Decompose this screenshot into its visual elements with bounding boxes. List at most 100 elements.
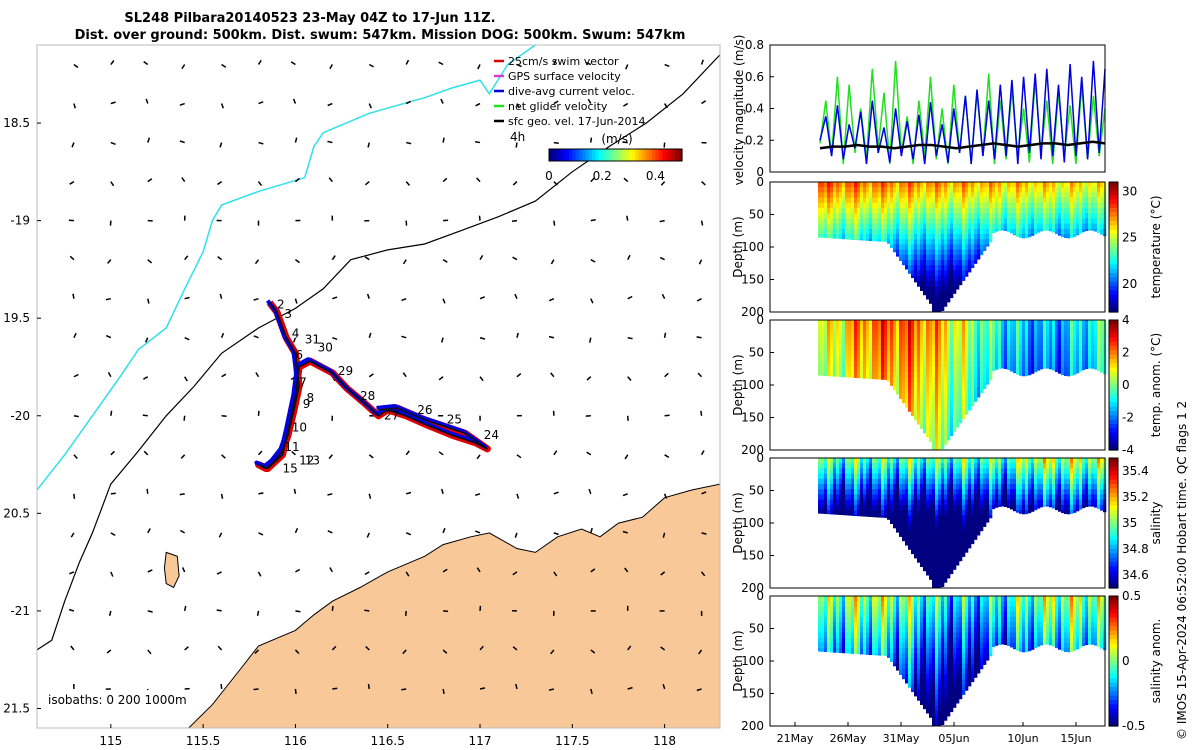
section-cell bbox=[1052, 228, 1056, 233]
section-cell bbox=[902, 392, 906, 399]
section-cell bbox=[878, 596, 882, 602]
section-cell bbox=[887, 499, 891, 506]
section-colorbar-cell bbox=[1109, 510, 1118, 515]
section-cell bbox=[947, 218, 951, 224]
section-cell bbox=[1037, 340, 1041, 347]
section-cell bbox=[818, 627, 822, 633]
section-cell bbox=[875, 478, 879, 485]
section-cell bbox=[890, 653, 894, 659]
section-cell bbox=[884, 468, 888, 474]
sfc-geo-arrow bbox=[553, 141, 559, 145]
section-cell bbox=[935, 280, 939, 287]
section-cell bbox=[1076, 478, 1080, 485]
section-cell bbox=[836, 632, 840, 638]
section-cell bbox=[974, 340, 978, 347]
section-cell bbox=[878, 197, 882, 204]
section-cell bbox=[971, 351, 975, 357]
section-cell bbox=[890, 648, 894, 654]
section-cell bbox=[953, 265, 957, 271]
section-cell bbox=[950, 346, 954, 352]
sfc-geo-arrow bbox=[514, 293, 518, 299]
section-cell bbox=[839, 361, 843, 368]
section-cell bbox=[1091, 366, 1095, 369]
section-cell bbox=[887, 637, 891, 644]
section-cell bbox=[887, 653, 891, 658]
section-cell bbox=[998, 484, 1002, 490]
section-cell bbox=[842, 596, 846, 602]
section-cell bbox=[950, 291, 954, 297]
section-cell bbox=[935, 372, 939, 378]
section-cell bbox=[1097, 356, 1101, 362]
section-cell bbox=[902, 366, 906, 373]
colorbar-cell bbox=[675, 149, 680, 161]
section-cell bbox=[950, 541, 954, 547]
section-cell bbox=[875, 642, 879, 649]
sfc-geo-arrow bbox=[221, 373, 227, 378]
section-cell bbox=[911, 473, 915, 480]
sfc-geo-arrow bbox=[659, 256, 665, 261]
section-cell bbox=[848, 182, 852, 188]
section-cell bbox=[860, 606, 864, 612]
section-cell bbox=[860, 351, 864, 357]
section-cell bbox=[818, 187, 822, 193]
section-cell bbox=[908, 335, 912, 342]
section-cell bbox=[938, 499, 942, 506]
section-cell bbox=[956, 403, 960, 409]
section-cell bbox=[884, 208, 888, 214]
section-cell bbox=[1049, 468, 1053, 474]
section-cell bbox=[929, 356, 933, 362]
section-cell bbox=[833, 187, 837, 193]
section-cell bbox=[1037, 346, 1041, 352]
section-cell bbox=[1064, 361, 1068, 368]
section-ytick-label: 0 bbox=[756, 313, 764, 327]
section-cell bbox=[989, 182, 993, 188]
section-cell bbox=[992, 208, 996, 214]
section-cell bbox=[908, 653, 912, 659]
colorbar-cell bbox=[635, 149, 640, 161]
section-cell bbox=[1076, 489, 1080, 495]
section-cell bbox=[968, 530, 972, 537]
section-cell bbox=[878, 228, 882, 235]
section-cell bbox=[1016, 213, 1020, 219]
section-cell bbox=[1091, 458, 1095, 464]
section-cell bbox=[1010, 330, 1014, 336]
section-cell bbox=[1019, 478, 1023, 485]
sfc-geo-arrow bbox=[147, 259, 153, 264]
section-cell bbox=[950, 260, 954, 266]
section-cell bbox=[917, 270, 921, 276]
section-cell bbox=[974, 478, 978, 485]
section-cell bbox=[1061, 192, 1065, 198]
section-cell bbox=[980, 244, 984, 250]
section-cell bbox=[833, 504, 837, 511]
section-cell bbox=[833, 632, 837, 638]
section-cell bbox=[971, 192, 975, 198]
section-cell bbox=[821, 340, 825, 347]
section-cell bbox=[956, 260, 960, 266]
section-cell bbox=[902, 642, 906, 649]
section-cell bbox=[818, 473, 822, 480]
section-cell bbox=[1091, 356, 1095, 362]
section-cell bbox=[872, 468, 876, 474]
section-cell bbox=[923, 239, 927, 245]
section-cell bbox=[851, 510, 855, 516]
section-cell bbox=[854, 515, 858, 516]
section-cell bbox=[947, 398, 951, 404]
section-cell bbox=[1001, 473, 1005, 480]
sfc-geo-arrow bbox=[107, 371, 112, 378]
section-cell bbox=[872, 627, 876, 633]
section-cell bbox=[974, 260, 978, 264]
section-cell bbox=[887, 187, 891, 193]
section-cell bbox=[962, 254, 966, 261]
section-cell bbox=[857, 335, 861, 342]
section-cell bbox=[866, 596, 870, 602]
section-cell bbox=[908, 377, 912, 383]
section-cell bbox=[986, 182, 990, 188]
section-cell bbox=[1097, 187, 1101, 193]
section-cell bbox=[842, 223, 846, 230]
section-cell bbox=[836, 218, 840, 224]
sfc-geo-arrow bbox=[218, 532, 223, 538]
section-cell bbox=[1013, 346, 1017, 352]
section-cell bbox=[860, 208, 864, 214]
section-cell bbox=[908, 606, 912, 612]
section-cell bbox=[983, 202, 987, 209]
